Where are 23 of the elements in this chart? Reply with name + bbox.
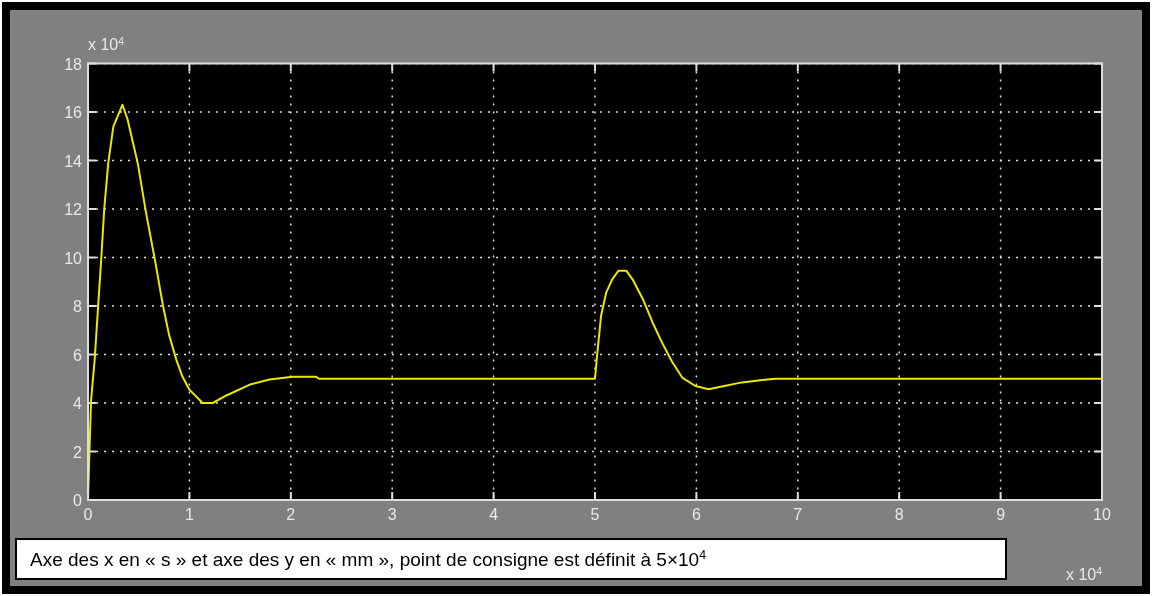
y-tick-label: 18 — [64, 55, 83, 73]
y-tick-label: 12 — [64, 201, 83, 218]
y-tick-label: 8 — [73, 298, 83, 315]
y-tick-label: 2 — [73, 443, 83, 461]
x-tick-label: 3 — [387, 506, 397, 523]
text: Axe des x en « s » et axe des y en « mm », point de consigne est définit à 5×10$^{4}$ — [30, 548, 707, 570]
y-tick-label: 6 — [73, 346, 83, 364]
x-tick-label: 4 — [489, 506, 499, 523]
y-tick-label: 14 — [64, 152, 83, 170]
y-tick-label: 4 — [73, 395, 83, 412]
text: x 10$^{4}$ — [1066, 565, 1103, 583]
text: x 10$^{4}$ — [88, 35, 125, 53]
x-tick-label: 1 — [184, 506, 194, 523]
y-tick-label: 16 — [64, 104, 83, 121]
x-tick-label: 6 — [691, 506, 701, 523]
x-tick-label: 10 — [1093, 506, 1111, 523]
y-tick-label: 10 — [64, 249, 83, 267]
x-tick-label: 8 — [894, 506, 904, 523]
x-tick-label: 7 — [793, 506, 803, 523]
x-tick-label: 2 — [286, 506, 296, 523]
x-tick-label: 9 — [996, 506, 1006, 523]
x-tick-label: 5 — [590, 506, 600, 523]
y-tick-label: 0 — [73, 492, 83, 509]
